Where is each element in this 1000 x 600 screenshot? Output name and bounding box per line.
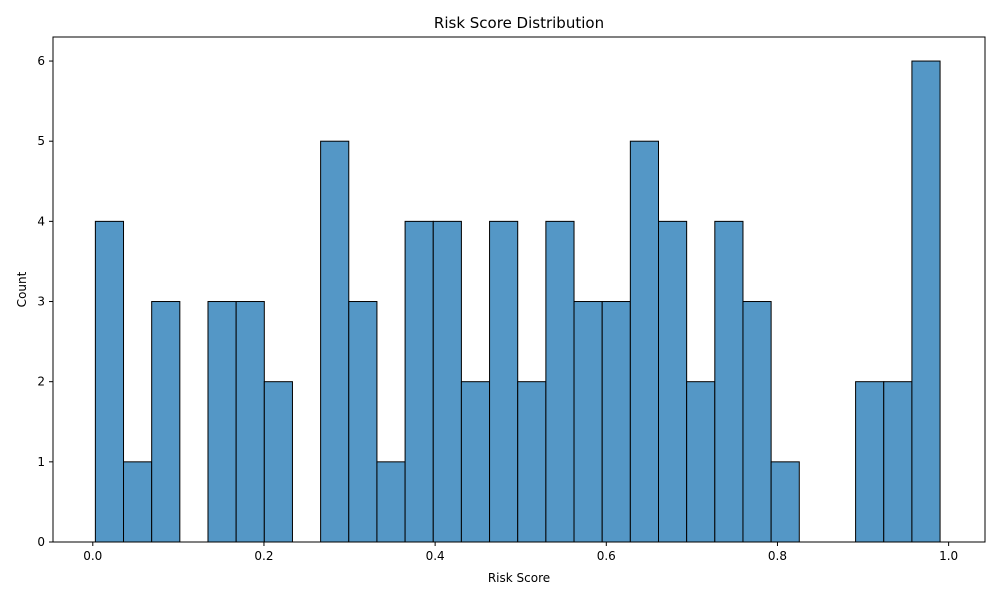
x-axis-label: Risk Score [488,571,550,585]
chart-title: Risk Score Distribution [434,14,604,32]
x-axis-ticks: 0.0 0.2 0.4 0.6 0.8 1.0 [83,542,958,563]
histogram-bar [742,301,772,543]
histogram-bar [207,301,237,543]
y-tick-label: 2 [37,375,45,389]
histogram-bar [911,60,941,543]
histogram-bar [714,220,744,543]
x-tick-label: 1.0 [939,549,958,563]
x-tick-label: 0.2 [254,549,273,563]
histogram-bar [573,301,603,543]
x-tick-label: 0.0 [83,549,102,563]
histogram-bar [432,220,462,543]
histogram-bar [489,220,519,543]
histogram-bar [320,140,350,543]
x-tick-label: 0.4 [426,549,445,563]
histogram-bar [545,220,575,543]
plot-frame [52,36,986,543]
y-tick-label: 5 [37,134,45,148]
histogram-bar [151,301,181,543]
y-axis-label: Count [15,271,29,307]
y-tick-label: 0 [37,535,45,549]
y-axis-ticks: 0 1 2 3 4 5 6 [37,54,53,549]
histogram-bar [123,461,153,543]
bars-group [94,60,941,543]
y-tick-label: 1 [37,455,45,469]
y-tick-label: 3 [37,295,45,309]
y-tick-label: 4 [37,214,45,228]
histogram-bar [855,381,885,543]
histogram-bar [376,461,406,543]
histogram-bar [658,220,688,543]
histogram-bar [629,140,660,543]
histogram-bar [460,381,491,543]
histogram-bar [770,461,800,543]
histogram-bar [601,301,631,543]
x-tick-label: 0.8 [768,549,787,563]
histogram-bar [263,381,293,543]
histogram-bar [686,381,716,543]
histogram-bar [94,220,125,543]
histogram-bar [235,301,265,543]
histogram-bar [348,301,378,543]
histogram-bar [517,381,547,543]
y-tick-label: 6 [37,54,45,68]
x-tick-label: 0.6 [597,549,616,563]
histogram-bar [404,220,434,543]
histogram-bar [883,381,913,543]
